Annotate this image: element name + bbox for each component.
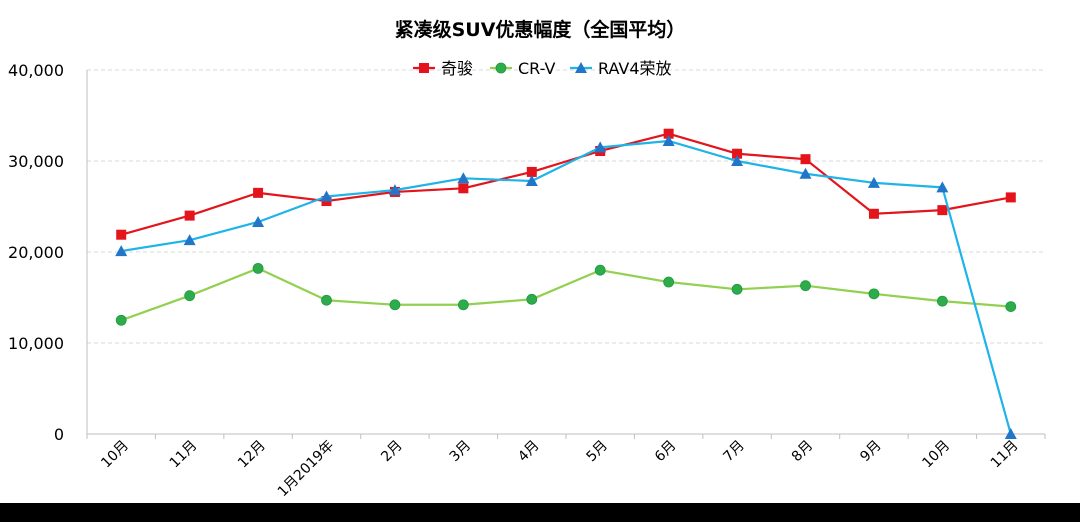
series-line: [120, 267, 1011, 322]
series-lines: [115, 128, 1017, 439]
legend-item: CR-V: [490, 59, 555, 78]
data-point-square: [1005, 192, 1016, 203]
data-point-circle: [457, 299, 469, 311]
series-1: [115, 262, 1017, 326]
data-point-triangle: [731, 155, 744, 166]
data-point-square: [253, 187, 264, 198]
x-tick-label: 7月: [720, 438, 748, 466]
data-point-circle: [526, 293, 538, 305]
x-tick-label: 5月: [584, 438, 612, 466]
legend-label: 奇骏: [441, 59, 473, 78]
legend-label: RAV4荣放: [598, 59, 672, 78]
bottom-black-band: [0, 503, 1080, 522]
y-tick-label: 40,000: [8, 61, 64, 80]
data-point-triangle: [799, 167, 812, 179]
x-tick-label: 4月: [515, 438, 543, 466]
data-point-square: [458, 183, 469, 194]
data-point-circle: [389, 299, 401, 311]
axes: 0 10,000 20,000 30,000 40,000 10月 11月 12月 1月2019…: [8, 61, 1046, 501]
data-point-triangle: [457, 172, 470, 184]
x-tick-label: 10月: [919, 438, 953, 472]
x-tick-label: 3月: [447, 438, 475, 466]
x-tick-label: 2月: [378, 438, 406, 466]
grid-lines: [87, 69, 1045, 344]
y-tick-label: 30,000: [8, 152, 64, 171]
x-tick-label: 9月: [857, 438, 885, 466]
data-point-square: [868, 208, 879, 219]
data-point-triangle: [594, 141, 607, 153]
data-point-square: [732, 148, 743, 159]
series-line: [121, 139, 1012, 435]
x-tick-label: 6月: [652, 438, 680, 466]
y-tick-label: 0: [54, 425, 64, 444]
data-point-circle: [115, 314, 127, 326]
data-point-circle: [495, 62, 507, 74]
x-tick-label: 8月: [789, 438, 817, 466]
data-point-triangle: [388, 184, 401, 196]
data-point-circle: [594, 264, 606, 276]
data-point-circle: [184, 290, 196, 302]
data-point-circle: [1005, 301, 1017, 313]
data-point-triangle: [867, 176, 880, 188]
data-point-square: [419, 63, 429, 73]
data-point-circle: [936, 295, 948, 307]
data-point-circle: [663, 276, 675, 288]
legend-item: 奇骏: [413, 59, 473, 78]
legend-item: RAV4荣放: [570, 59, 672, 78]
data-point-square: [184, 210, 195, 221]
x-tick-label: 11月: [988, 438, 1022, 472]
data-point-circle: [731, 283, 743, 295]
data-point-triangle: [575, 62, 587, 73]
x-tick-label: 1月2019年: [275, 438, 338, 501]
data-point-triangle: [320, 190, 333, 202]
chart-title: 紧凑级SUV优惠幅度（全国平均）: [395, 18, 686, 41]
legend: 奇骏 CR-V RAV4荣放: [413, 59, 672, 78]
data-point-square: [937, 205, 948, 216]
data-point-triangle: [662, 134, 675, 146]
x-tick-label: 11月: [167, 438, 201, 472]
data-point-square: [526, 166, 537, 177]
data-point-circle: [868, 288, 880, 300]
y-tick-label: 10,000: [8, 334, 64, 353]
data-point-triangle: [936, 181, 949, 193]
data-point-triangle: [525, 175, 538, 187]
x-tick-label: 12月: [235, 438, 269, 472]
y-tick-label: 20,000: [8, 243, 64, 262]
data-point-triangle: [183, 234, 196, 246]
series-2: [115, 134, 1017, 439]
data-point-circle: [800, 280, 811, 292]
data-point-triangle: [1004, 428, 1017, 439]
data-point-square: [116, 229, 127, 240]
x-tick-label: 10月: [98, 438, 132, 472]
data-point-triangle: [252, 215, 265, 227]
data-point-circle: [252, 262, 264, 274]
data-point-square: [663, 128, 674, 139]
series-line: [120, 132, 1011, 236]
data-point-circle: [321, 294, 332, 306]
data-point-triangle: [115, 245, 128, 257]
data-point-square: [800, 154, 811, 165]
legend-label: CR-V: [518, 59, 555, 78]
